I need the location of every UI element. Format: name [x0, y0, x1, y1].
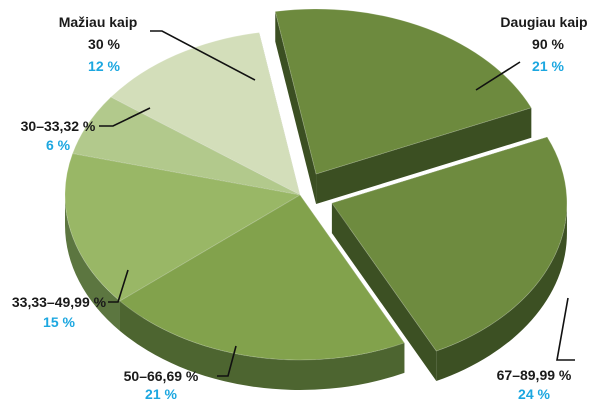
label-daugiau-kaip-sub: 90 % — [532, 36, 564, 52]
value-30-33: 6 % — [46, 137, 71, 153]
label-daugiau-kaip: Daugiau kaip — [500, 14, 587, 30]
label-50-66: 50–66,69 % — [124, 368, 199, 384]
value-67-89: 24 % — [518, 386, 550, 401]
label-maziau-kaip-sub: 30 % — [88, 36, 120, 52]
label-33-49: 33,33–49,99 % — [12, 294, 107, 310]
label-67-89: 67–89,99 % — [497, 367, 572, 383]
leader-line-67 — [557, 298, 575, 360]
value-33-49: 15 % — [43, 314, 75, 330]
value-50-66: 21 % — [145, 386, 177, 401]
label-30-33: 30–33,32 % — [21, 118, 96, 134]
value-maziau-kaip: 12 % — [88, 58, 120, 74]
label-maziau-kaip: Mažiau kaip — [59, 14, 138, 30]
value-daugiau-kaip: 21 % — [532, 58, 564, 74]
pie-slices — [65, 9, 567, 390]
